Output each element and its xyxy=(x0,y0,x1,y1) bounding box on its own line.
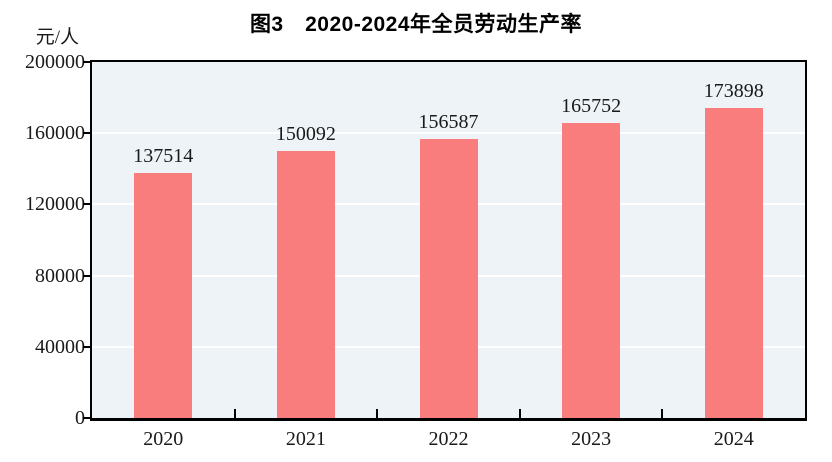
y-axis-tick xyxy=(83,132,90,135)
x-axis-category-label: 2024 xyxy=(713,428,754,450)
bar-value-label: 150092 xyxy=(275,122,336,145)
y-axis-tick xyxy=(83,203,90,206)
x-axis-category-label: 2020 xyxy=(143,428,184,450)
plot-area xyxy=(90,60,807,421)
x-axis-tick xyxy=(376,409,379,418)
x-axis-category-label: 2022 xyxy=(428,428,469,450)
y-axis-unit-label: 元/人 xyxy=(35,27,79,48)
y-axis-tick-label: 160000 xyxy=(25,122,85,145)
bar-2020 xyxy=(134,173,193,418)
bar-value-label: 173898 xyxy=(703,80,764,103)
x-axis-tick xyxy=(233,409,236,418)
chart-title: 图3 2020-2024年全员劳动生产率 xyxy=(249,13,583,36)
y-axis-tick xyxy=(83,61,90,63)
y-axis-tick-label: 80000 xyxy=(35,264,85,287)
bar-value-label: 137514 xyxy=(133,145,194,168)
y-axis-tick-label: 40000 xyxy=(35,335,85,358)
x-axis-category-label: 2023 xyxy=(571,428,612,450)
y-axis-tick xyxy=(83,345,90,348)
bar-value-label: 156587 xyxy=(418,111,479,134)
bar-value-label: 165752 xyxy=(561,94,622,117)
y-axis-tick-label: 200000 xyxy=(25,51,85,73)
gridline xyxy=(92,132,805,135)
x-axis-category-label: 2021 xyxy=(285,428,326,450)
bar-2021 xyxy=(276,150,335,418)
x-axis-tick xyxy=(518,409,521,418)
y-axis-tick-label: 120000 xyxy=(25,193,85,216)
y-axis-tick-label: 0 xyxy=(75,407,85,429)
bar-2022 xyxy=(419,139,478,418)
x-axis-tick xyxy=(661,409,664,418)
y-axis-tick xyxy=(83,274,90,277)
y-axis-tick xyxy=(83,417,90,419)
bar-2023 xyxy=(562,122,621,418)
bar-2024 xyxy=(704,108,763,418)
